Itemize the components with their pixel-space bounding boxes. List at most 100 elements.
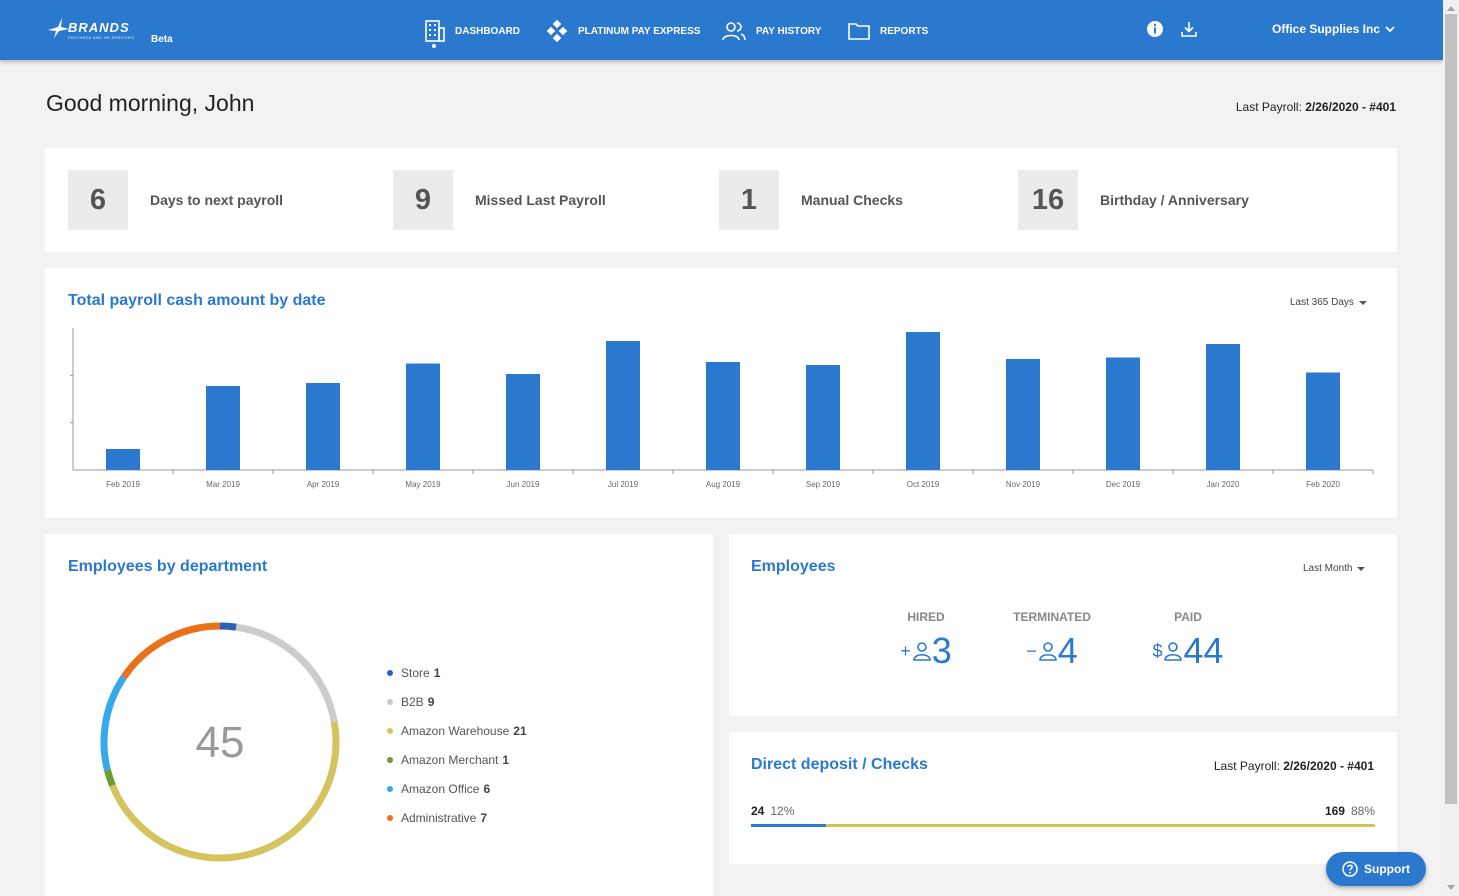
support-button[interactable]: Support — [1326, 852, 1426, 886]
nav-pay-history[interactable]: PAY HISTORY — [722, 16, 821, 46]
scroll-down-arrow-icon[interactable] — [1447, 885, 1455, 890]
caret-down-icon — [1357, 566, 1366, 571]
page-scrollbar[interactable] — [1443, 0, 1459, 896]
x-tick-label: Sep 2019 — [806, 480, 841, 489]
terminated-metric[interactable]: TERMINATED − 4 — [992, 610, 1112, 672]
donut-total: 45 — [196, 718, 245, 767]
paid-sign: $ — [1152, 640, 1163, 661]
legend-count: 9 — [427, 695, 435, 709]
info-icon[interactable] — [1146, 20, 1164, 38]
legend-item-store[interactable]: Store 1 — [387, 666, 440, 680]
x-tick-label: Aug 2019 — [706, 480, 741, 489]
building-icon — [425, 20, 445, 42]
legend-item-administrative[interactable]: Administrative 7 — [387, 811, 487, 825]
paid-label: PAID — [1174, 610, 1202, 624]
legend-count: 21 — [513, 724, 527, 738]
logo-subtext: PAYCHECK AND HR SERVICES — [68, 35, 135, 40]
donut-slice-administrative[interactable] — [120, 622, 221, 680]
donut-slice-amazon-merchant[interactable] — [104, 769, 116, 787]
nav-platinum-pay-express[interactable]: PLATINUM PAY EXPRESS — [546, 16, 700, 46]
summary-stats-card: 6 Days to next payroll 9 Missed Last Pay… — [45, 148, 1397, 252]
support-label: Support — [1364, 862, 1410, 876]
legend-dot-icon — [387, 728, 393, 734]
nav-pay-history-label: PAY HISTORY — [756, 25, 822, 37]
direct-deposit-card: Direct deposit / Checks Last Payroll: 2/… — [729, 732, 1397, 864]
users-icon — [722, 22, 746, 41]
paid-value: 44 — [1183, 630, 1224, 671]
legend-label: Amazon Warehouse — [401, 724, 510, 738]
beta-badge: Beta — [151, 34, 173, 45]
donut-slice-amazon-office[interactable] — [100, 675, 127, 771]
department-donut-chart: 45 — [100, 622, 340, 862]
chevron-down-icon — [1385, 26, 1395, 33]
dd-last-label: Last Payroll: — [1213, 759, 1280, 773]
stat-label: Days to next payroll — [150, 192, 284, 208]
download-icon[interactable] — [1180, 20, 1198, 38]
legend-item-b2b[interactable]: B2B 9 — [387, 695, 434, 709]
department-card-title: Employees by department — [68, 558, 268, 575]
person-icon — [912, 642, 931, 661]
stat-birthday-anniversary[interactable]: 16 Birthday / Anniversary — [1018, 170, 1249, 230]
x-tick-label: Nov 2019 — [1006, 480, 1041, 489]
last-payroll-value: 2/26/2020 - #401 — [1305, 100, 1396, 114]
legend-label: Store — [401, 666, 430, 680]
date-range-dropdown[interactable]: Last 365 Days — [1290, 297, 1367, 308]
scrollbar-thumb[interactable] — [1445, 14, 1457, 804]
legend-dot-icon — [387, 699, 393, 705]
donut-slice-amazon-warehouse[interactable] — [109, 721, 340, 862]
direct-deposit-last-payroll: Last Payroll: 2/26/2020 - #401 — [1214, 759, 1374, 773]
legend-dot-icon — [387, 757, 393, 763]
bar-mar-2019 — [206, 386, 240, 470]
bar-feb-2020 — [1306, 372, 1340, 470]
legend-label: Amazon Merchant — [401, 753, 499, 767]
legend-count: 6 — [483, 782, 491, 796]
stat-manual-checks[interactable]: 1 Manual Checks — [719, 170, 903, 230]
stat-value: 6 — [68, 170, 128, 230]
nav-reports[interactable]: REPORTS — [848, 16, 928, 46]
bar-aug-2019 — [706, 362, 740, 470]
x-tick-label: Oct 2019 — [907, 480, 940, 489]
company-selector[interactable]: Office Supplies Inc — [1272, 22, 1395, 36]
brands-logo[interactable]: BRANDS PAYCHECK AND HR SERVICES — [46, 16, 146, 44]
bar-jul-2019 — [606, 341, 640, 470]
x-tick-label: May 2019 — [405, 480, 441, 489]
terminated-value: 4 — [1057, 630, 1078, 671]
bar-nov-2019 — [1006, 359, 1040, 470]
legend-item-amazon-office[interactable]: Amazon Office 6 — [387, 782, 490, 796]
nav-dashboard[interactable]: DASHBOARD — [425, 16, 520, 46]
terminated-sign: − — [1026, 640, 1037, 661]
legend-item-amazon-merchant[interactable]: Amazon Merchant 1 — [387, 753, 509, 767]
hired-value: 3 — [931, 630, 952, 671]
payroll-chart-title: Total payroll cash amount by date — [68, 292, 326, 309]
folder-icon — [848, 23, 870, 40]
bar-feb-2019 — [106, 449, 140, 470]
x-tick-label: Apr 2019 — [307, 480, 340, 489]
stat-value: 16 — [1018, 170, 1078, 230]
last-payroll-info: Last Payroll: 2/26/2020 - #401 — [1236, 100, 1396, 114]
employees-card-title: Employees — [751, 558, 836, 575]
scroll-up-arrow-icon[interactable] — [1447, 6, 1455, 11]
direct-deposit-count: 24 12% — [751, 804, 794, 818]
date-range-value: Last 365 Days — [1290, 297, 1354, 308]
legend-label: Administrative — [401, 811, 477, 825]
bar-oct-2019 — [906, 332, 940, 470]
caret-down-icon — [1358, 300, 1367, 305]
direct-deposit-title: Direct deposit / Checks — [751, 756, 928, 773]
legend-item-amazon-warehouse[interactable]: Amazon Warehouse 21 — [387, 724, 527, 738]
payroll-chart-card: Total payroll cash amount by date Last 3… — [45, 268, 1397, 518]
donut-slice-b2b[interactable] — [235, 623, 338, 723]
company-name: Office Supplies Inc — [1272, 22, 1381, 36]
donut-slice-store[interactable] — [219, 622, 237, 631]
person-icon — [1038, 642, 1057, 661]
stat-days-to-next-payroll[interactable]: 6 Days to next payroll — [68, 170, 283, 230]
paid-metric[interactable]: PAID $ 44 — [1128, 610, 1248, 672]
hired-metric[interactable]: HIRED + 3 — [866, 610, 986, 672]
active-nav-indicator — [432, 44, 436, 48]
greeting-title: Good morning, John — [46, 90, 255, 116]
x-tick-label: Feb 2020 — [1306, 480, 1340, 489]
dd-right-pct: 88% — [1350, 804, 1375, 818]
stat-missed-last-payroll[interactable]: 9 Missed Last Payroll — [393, 170, 606, 230]
logo-text: BRANDS — [68, 20, 130, 35]
checks-count: 169 88% — [1325, 804, 1375, 818]
employees-period-dropdown[interactable]: Last Month — [1303, 563, 1366, 574]
